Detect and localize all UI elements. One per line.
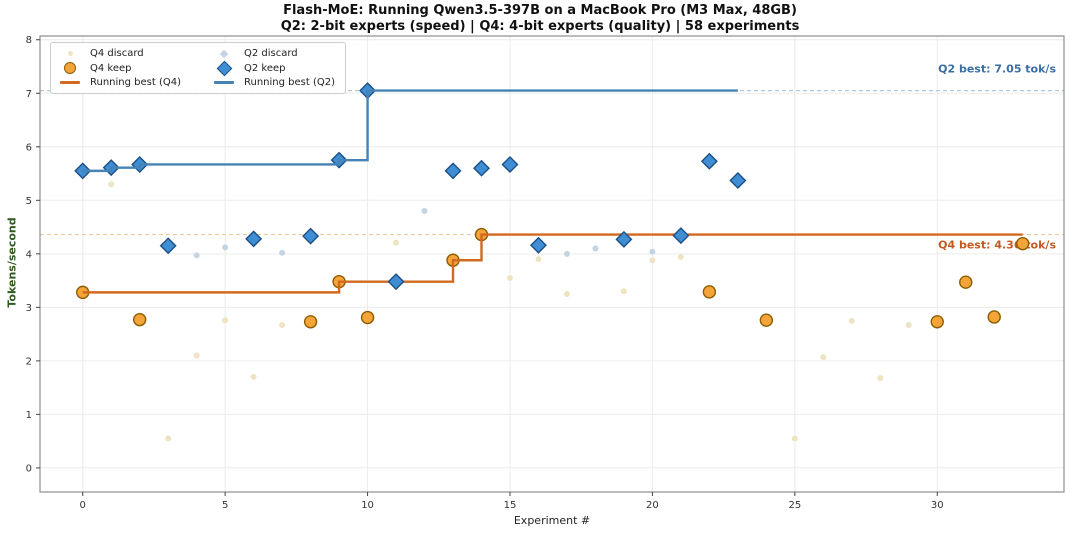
- running-best-q2-line-icon: [211, 81, 237, 84]
- legend-item-running-q2: Running best (Q2): [211, 77, 335, 88]
- legend-label: Q4 keep: [90, 62, 132, 74]
- point-q4-discard: [250, 373, 257, 380]
- y-tick-label: 6: [26, 142, 32, 153]
- x-axis-label: Experiment #: [513, 514, 591, 527]
- legend-label: Q2 keep: [244, 62, 286, 74]
- chart-legend: Q4 discard Q2 discard Q4 keep Q2 keep Ru…: [50, 42, 347, 94]
- point-q4-discard: [877, 375, 884, 381]
- point-q2-discard: [222, 244, 229, 251]
- point-q4-keep: [303, 315, 318, 329]
- q2-keep-marker-icon: [211, 60, 237, 76]
- point-q4-discard: [905, 322, 912, 329]
- point-q4-discard: [535, 256, 542, 263]
- point-q2-keep: [729, 172, 747, 189]
- point-q4-discard: [563, 290, 570, 297]
- point-q2-keep: [501, 155, 519, 173]
- point-q4-keep: [930, 315, 944, 329]
- chart-subtitle: Q2: 2-bit experts (speed) | Q4: 4-bit ex…: [280, 19, 800, 34]
- point-q2-discard: [592, 245, 599, 252]
- point-q2-keep: [529, 236, 547, 254]
- point-q2-discard: [563, 250, 570, 257]
- point-q2-discard: [279, 249, 286, 256]
- point-q4-keep: [987, 310, 1001, 324]
- x-tick-label: 20: [646, 500, 659, 511]
- legend-item-running-q4: Running best (Q4): [57, 77, 205, 88]
- point-q2-keep: [245, 230, 263, 248]
- point-q4-keep: [1015, 236, 1030, 251]
- best-annotation: Q2 best: 7.05 tok/s: [938, 63, 1056, 76]
- point-q2-keep: [159, 237, 177, 255]
- running-best-q4-line-icon: [57, 81, 83, 84]
- x-tick-label: 30: [931, 500, 944, 511]
- point-q2-keep: [444, 162, 462, 180]
- line-running-best-q2: [82, 89, 738, 173]
- q4-keep-marker-icon: [57, 62, 83, 74]
- point-q4-discard: [506, 274, 513, 281]
- point-q4-discard: [108, 181, 115, 188]
- chart-title: Flash-MoE: Running Qwen3.5-397B on a Mac…: [283, 3, 797, 18]
- legend-item-q4-keep: Q4 keep: [57, 62, 205, 74]
- point-q4-discard: [193, 352, 200, 359]
- point-q4-discard: [677, 254, 684, 261]
- legend-item-q2-keep: Q2 keep: [211, 60, 335, 76]
- point-q2-discard: [649, 248, 656, 255]
- point-q2-keep: [302, 227, 320, 245]
- q4-discard-marker-icon: [57, 51, 83, 56]
- x-tick-label: 15: [504, 500, 517, 511]
- y-tick-label: 7: [26, 89, 32, 100]
- y-axis-label: Tokens/second: [5, 217, 19, 308]
- y-tick-label: 3: [26, 303, 32, 314]
- point-q4-discard: [222, 317, 229, 324]
- point-q4-discard: [279, 322, 286, 329]
- point-q2-keep: [700, 152, 718, 170]
- point-q2-discard: [421, 208, 428, 215]
- legend-label: Q4 discard: [90, 48, 144, 59]
- legend-label: Running best (Q2): [244, 77, 336, 88]
- point-q2-keep: [672, 227, 690, 245]
- x-tick-label: 25: [788, 500, 801, 511]
- y-tick-label: 1: [26, 410, 32, 421]
- point-q2-keep: [387, 273, 405, 291]
- line-running-best-q4: [82, 233, 1023, 294]
- x-tick-label: 5: [222, 500, 228, 511]
- x-tick-label: 10: [361, 500, 374, 511]
- point-q4-discard: [820, 354, 827, 361]
- point-q4-discard: [848, 317, 855, 324]
- legend-label: Running best (Q4): [90, 77, 182, 88]
- point-q4-keep: [702, 285, 717, 299]
- point-q4-discard: [393, 239, 400, 246]
- plot-frame: [39, 35, 1065, 493]
- point-q2-keep: [615, 230, 633, 248]
- y-tick-label: 2: [26, 356, 32, 367]
- point-q4-keep: [959, 275, 973, 289]
- q2-discard-marker-icon: [211, 49, 237, 58]
- x-tick-label: 0: [80, 500, 86, 511]
- point-q2-discard: [193, 252, 200, 259]
- y-tick-label: 4: [26, 249, 32, 260]
- legend-label: Q2 discard: [244, 48, 298, 59]
- point-q4-keep: [360, 310, 375, 325]
- best-annotation: Q4 best: 4.36 tok/s: [938, 239, 1056, 252]
- point-q4-discard: [165, 435, 172, 442]
- point-q4-keep: [132, 312, 147, 327]
- point-q4-keep: [759, 313, 774, 327]
- y-tick-label: 0: [26, 463, 32, 474]
- legend-item-q2-discard: Q2 discard: [211, 48, 335, 59]
- legend-item-q4-discard: Q4 discard: [57, 48, 205, 59]
- y-tick-label: 8: [26, 35, 32, 46]
- point-q2-keep: [473, 159, 490, 177]
- point-q4-discard: [620, 288, 627, 295]
- point-q4-discard: [649, 257, 656, 264]
- point-q4-discard: [791, 435, 798, 442]
- y-tick-label: 5: [26, 196, 32, 207]
